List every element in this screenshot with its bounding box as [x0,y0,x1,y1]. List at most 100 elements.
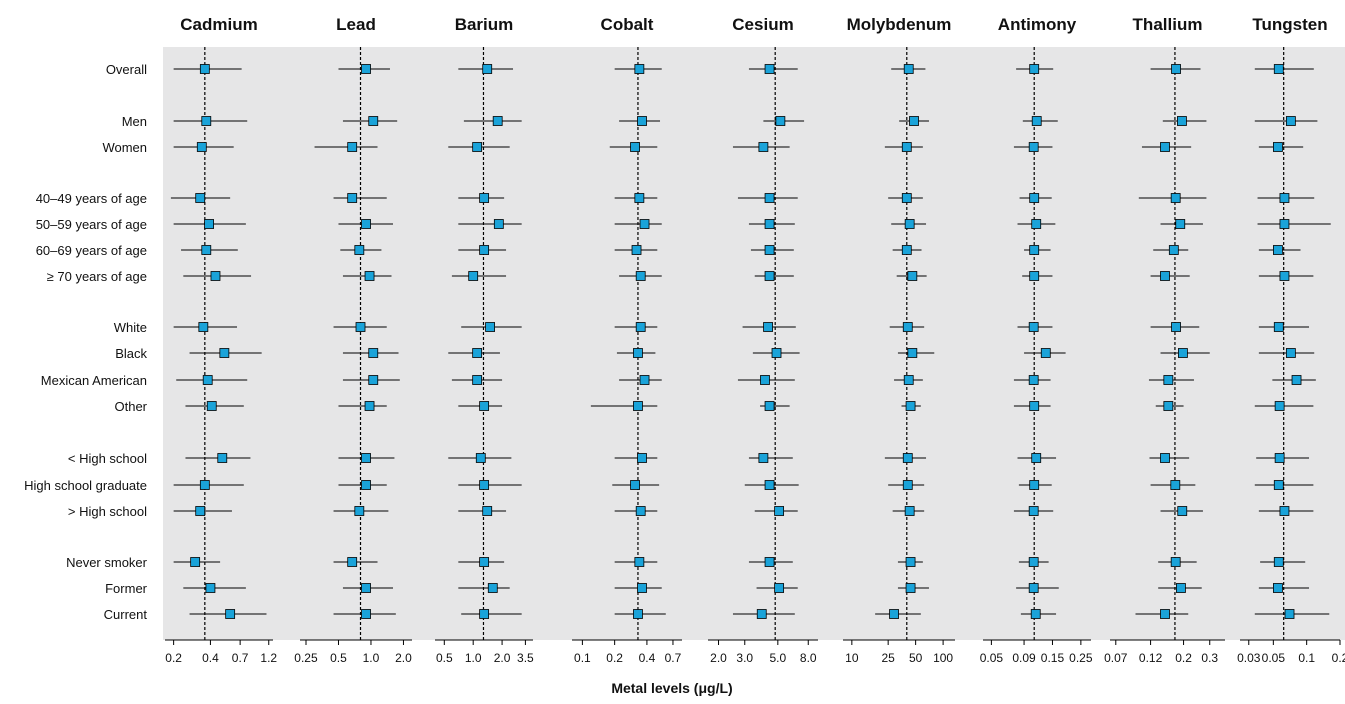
point-estimate-marker [1175,219,1186,229]
x-tick-label: 1.0 [363,651,380,665]
panel-title: Cobalt [601,15,654,34]
point-estimate-marker [630,480,640,490]
row-label: 60–69 years of age [36,243,147,258]
point-estimate-marker [1273,480,1284,490]
x-tick-label: 0.5 [436,651,453,665]
point-estimate-marker [1273,322,1284,332]
x-tick-label: 25 [881,651,895,665]
point-estimate-marker [472,142,483,152]
x-tick-label: 0.2 [1332,651,1345,665]
point-estimate-marker [479,609,490,619]
point-estimate-marker [889,609,899,619]
row-label: Men [122,114,147,129]
point-estimate-marker [190,557,201,567]
point-estimate-marker [364,271,375,281]
point-estimate-marker [630,142,640,152]
point-estimate-marker [1273,583,1283,593]
row-label: > High school [68,504,147,519]
point-estimate-marker [1273,142,1283,152]
point-estimate-marker [1163,375,1174,385]
x-tick-label: 3.5 [517,651,534,665]
point-estimate-marker [364,401,375,411]
point-estimate-marker [361,609,371,619]
point-estimate-marker [1160,453,1170,463]
row-label: Women [102,140,147,155]
point-estimate-marker [1028,506,1039,516]
point-estimate-marker [637,116,647,126]
point-estimate-marker [479,193,490,203]
row-label: Current [104,607,148,622]
row-label: White [114,320,147,335]
point-estimate-marker [354,245,365,255]
point-estimate-marker [1029,193,1040,203]
point-estimate-marker [1279,506,1290,516]
row-labels-layer: Overall Men Women 40–49 years of age 50–59 y… [24,62,148,622]
point-estimate-marker [1040,348,1051,358]
panel-thallium: Thallium 0.07 0.12 0.2 0.3 [1104,15,1225,665]
point-estimate-marker [637,583,647,593]
point-estimate-marker [479,401,490,411]
point-estimate-marker [1177,506,1188,516]
panel-molybdenum: Molybdenum 10 25 50 100 [843,15,955,665]
point-estimate-marker [492,116,503,126]
point-estimate-marker [1170,193,1181,203]
point-estimate-marker [368,375,379,385]
point-estimate-marker [902,480,913,490]
point-estimate-marker [199,480,210,490]
point-estimate-marker [472,375,483,385]
x-tick-label: 1.0 [465,651,482,665]
point-estimate-marker [902,453,913,463]
point-estimate-marker [903,375,914,385]
x-tick-label: 0.15 [1041,651,1065,665]
panel-cobalt: Cobalt 0.1 0.2 0.4 0.7 [572,15,682,665]
point-estimate-marker [764,557,775,567]
x-tick-label: 2.0 [395,651,412,665]
row-label: Other [114,399,147,414]
x-tick-label: 0.07 [1104,651,1128,665]
point-estimate-marker [1279,219,1290,229]
x-tick-label: 0.05 [980,651,1004,665]
point-estimate-marker [195,506,206,516]
point-estimate-marker [1028,375,1039,385]
row-label: 50–59 years of age [36,217,147,232]
panel-cadmium: Cadmium 0.2 0.4 0.7 1.2 [165,15,277,665]
x-tick-label: 10 [845,651,859,665]
point-estimate-marker [361,64,371,74]
point-estimate-marker [1031,453,1042,463]
point-estimate-marker [905,401,916,411]
panel-title: Lead [336,15,376,34]
point-estimate-marker [1028,557,1039,567]
x-tick-label: 50 [909,651,923,665]
point-estimate-marker [1029,480,1040,490]
x-tick-label: 0.12 [1139,651,1163,665]
point-estimate-marker [1291,375,1302,385]
point-estimate-marker [347,557,358,567]
point-estimate-marker [1170,557,1181,567]
point-estimate-marker [775,116,786,126]
point-estimate-marker [493,219,504,229]
point-estimate-marker [1028,583,1039,593]
point-estimate-marker [479,480,490,490]
point-estimate-marker [633,401,643,411]
point-estimate-marker [637,453,647,463]
point-estimate-marker [368,348,379,358]
point-estimate-marker [468,271,479,281]
point-estimate-marker [201,116,212,126]
point-estimate-marker [1279,271,1290,281]
point-estimate-marker [1284,609,1295,619]
point-estimate-marker [774,583,785,593]
panel-lead: Lead 0.25 0.5 1.0 2.0 [294,15,412,665]
point-estimate-marker [633,348,643,358]
point-estimate-marker [904,506,915,516]
x-tick-label: 0.1 [1298,651,1315,665]
point-estimate-marker [482,64,493,74]
point-estimate-marker [1160,142,1170,152]
point-estimate-marker [1160,609,1170,619]
point-estimate-marker [202,375,213,385]
x-tick-label: 0.03 [1237,651,1261,665]
point-estimate-marker [905,583,916,593]
point-estimate-marker [485,322,495,332]
point-estimate-marker [361,453,371,463]
x-tick-label: 0.09 [1012,651,1036,665]
point-estimate-marker [1029,245,1040,255]
